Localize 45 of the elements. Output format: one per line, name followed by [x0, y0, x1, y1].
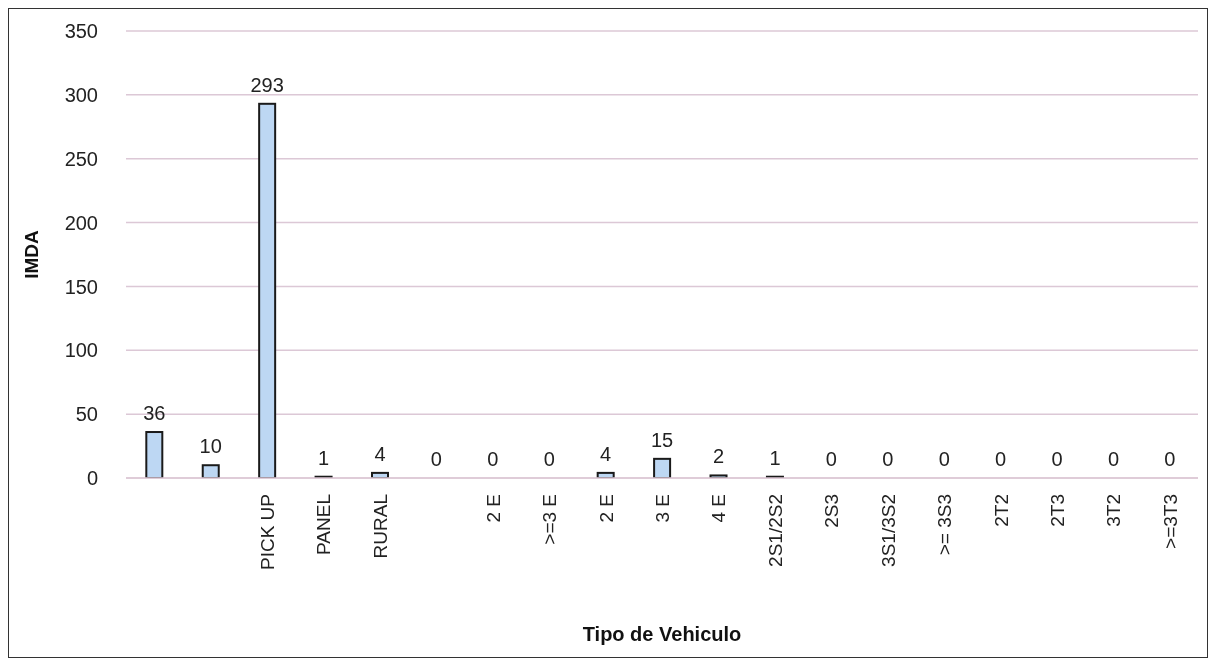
- y-tick-label: 100: [64, 339, 98, 362]
- y-tick-label: 50: [75, 403, 98, 426]
- y-tick-label: 250: [64, 147, 98, 170]
- y-tick-label: 150: [64, 275, 98, 298]
- x-tick-label: 2T3: [1046, 494, 1068, 527]
- x-tick-label: 2S1/2S2: [764, 494, 786, 567]
- x-tick-label: 3 E: [651, 494, 673, 523]
- x-tick-label: >=3 E: [538, 494, 560, 545]
- x-tick-label: 3S1/3S2: [877, 494, 899, 567]
- data-label: 0: [1107, 448, 1120, 470]
- data-label: 1: [769, 446, 781, 469]
- data-label: 0: [487, 448, 499, 470]
- data-label: 1: [318, 446, 330, 469]
- y-tick-label: 0: [86, 467, 98, 490]
- x-tick-label: 4 E: [707, 494, 729, 523]
- x-tick-label: 3T2: [1102, 494, 1124, 527]
- data-label: 0: [882, 448, 894, 470]
- data-label: 2: [712, 445, 725, 468]
- x-axis-title: Tipo de Vehiculo: [582, 623, 742, 645]
- data-label: 0: [543, 448, 555, 470]
- data-label: 293: [250, 73, 284, 96]
- x-tick-label: 2 E: [482, 494, 504, 523]
- x-tick-label: RURAL: [369, 494, 391, 559]
- x-tick-label: 2S3: [820, 494, 842, 528]
- data-label: 0: [938, 448, 950, 470]
- data-label: 15: [650, 428, 674, 451]
- data-label: 0: [1164, 448, 1176, 470]
- y-tick-label: 300: [64, 83, 98, 106]
- y-tick-label: 200: [64, 211, 98, 234]
- data-label: 36: [143, 402, 166, 425]
- data-label: 4: [374, 442, 386, 465]
- x-tick-label: 2 E: [595, 494, 617, 523]
- data-label: 0: [1051, 448, 1063, 470]
- data-label: 4: [600, 442, 612, 465]
- y-tick-label: 350: [64, 20, 98, 43]
- x-tick-label: PANEL: [312, 494, 334, 555]
- data-label: 0: [430, 448, 442, 470]
- x-tick-label: 2T2: [990, 494, 1012, 527]
- data-label: 10: [199, 435, 222, 458]
- x-tick-label: >=3T3: [1159, 494, 1181, 549]
- data-label: 0: [825, 448, 837, 470]
- x-tick-label: >= 3S3: [933, 494, 955, 556]
- x-tick-label: PICK UP: [256, 494, 278, 571]
- data-label: 0: [995, 448, 1007, 470]
- y-axis-title: IMDA: [20, 229, 42, 279]
